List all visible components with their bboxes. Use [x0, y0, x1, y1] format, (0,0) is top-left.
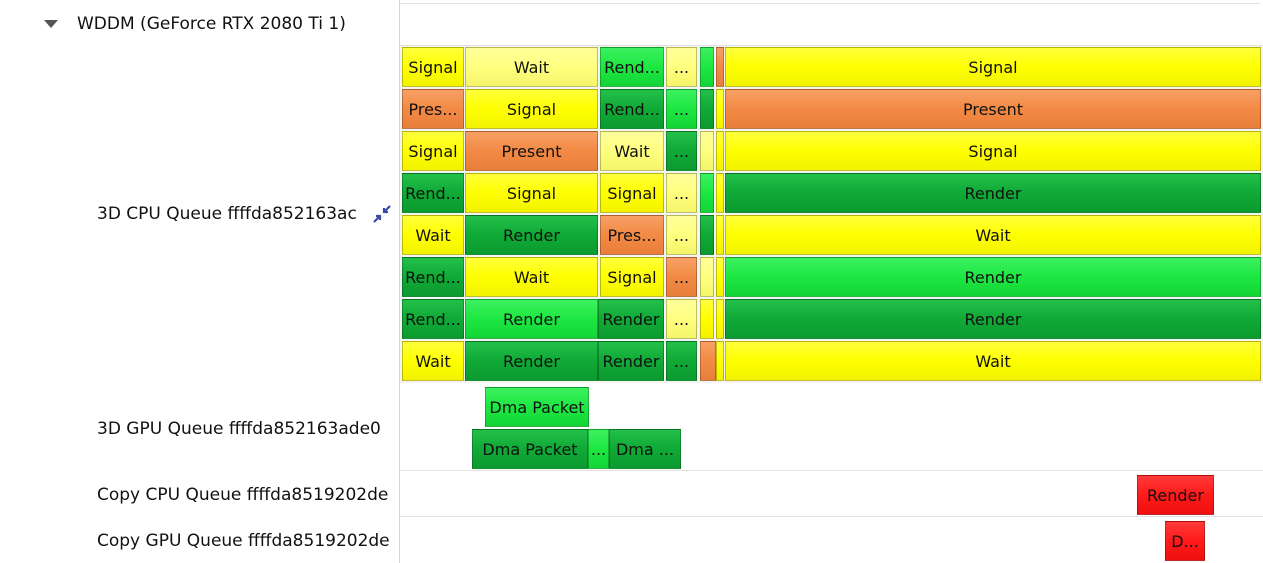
event-block[interactable]: Render	[465, 299, 598, 339]
separator	[400, 3, 1260, 4]
group-label: WDDM (GeForce RTX 2080 Ti 1)	[77, 14, 346, 34]
event-block[interactable]: Wait	[725, 341, 1261, 381]
queue-label: 3D CPU Queue ffffda852163ac	[97, 204, 357, 224]
event-block[interactable]: Rend...	[402, 173, 464, 213]
event-sliver	[700, 341, 716, 381]
event-block[interactable]: Render	[598, 341, 664, 381]
event-block[interactable]: Signal	[600, 173, 664, 213]
event-block[interactable]: Wait	[725, 215, 1261, 255]
event-block[interactable]: ...	[666, 257, 697, 297]
event-sliver	[700, 173, 714, 213]
event-block[interactable]: Render	[725, 173, 1261, 213]
event-block[interactable]: Dma Packet	[472, 429, 588, 469]
event-block[interactable]: Present	[465, 131, 598, 171]
event-block[interactable]: Signal	[725, 47, 1261, 87]
event-block[interactable]: Present	[725, 89, 1261, 129]
tree-panel: WDDM (GeForce RTX 2080 Ti 1) 3D CPU Queu…	[0, 0, 400, 563]
event-sliver	[716, 215, 724, 255]
event-sliver	[716, 173, 724, 213]
event-block[interactable]: ...	[666, 215, 697, 255]
event-sliver	[700, 215, 714, 255]
event-block[interactable]: Signal	[600, 257, 664, 297]
event-block[interactable]: ...	[666, 89, 697, 129]
event-block[interactable]: Pres...	[402, 89, 464, 129]
event-sliver	[716, 89, 724, 129]
queue-label: Copy CPU Queue ffffda8519202de	[97, 485, 389, 505]
separator	[400, 516, 1263, 517]
event-block[interactable]: ...	[666, 299, 697, 339]
event-block[interactable]: ...	[666, 173, 697, 213]
event-block[interactable]: Rend...	[402, 257, 464, 297]
event-block[interactable]: Dma ...	[609, 429, 681, 469]
event-block[interactable]: Signal	[465, 173, 598, 213]
event-block[interactable]: Wait	[402, 341, 464, 381]
event-block[interactable]: Rend...	[402, 299, 464, 339]
event-block[interactable]: Render	[1137, 475, 1214, 515]
event-block[interactable]: ...	[666, 131, 697, 171]
queue-label: 3D GPU Queue ffffda852163ade0	[97, 419, 381, 439]
separator	[400, 45, 1263, 46]
queue-label: Copy GPU Queue ffffda8519202de	[97, 531, 390, 551]
event-sliver	[700, 299, 714, 339]
event-block[interactable]: Wait	[600, 131, 664, 171]
event-block[interactable]: ...	[666, 341, 697, 381]
event-block[interactable]: D...	[1165, 521, 1205, 561]
event-block[interactable]: Render	[725, 299, 1261, 339]
event-block[interactable]: Dma Packet	[485, 387, 589, 427]
event-block[interactable]: Rend...	[600, 89, 664, 129]
event-block[interactable]: Render	[465, 215, 598, 255]
event-sliver	[716, 131, 724, 171]
collapse-icon[interactable]	[370, 202, 394, 226]
event-block[interactable]: Pres...	[600, 215, 664, 255]
event-sliver	[716, 257, 724, 297]
event-block[interactable]: Render	[465, 341, 598, 381]
event-block[interactable]: ...	[588, 429, 609, 469]
collapse-arrow[interactable]	[44, 20, 58, 28]
event-block[interactable]: Signal	[725, 131, 1261, 171]
event-sliver	[700, 47, 714, 87]
event-sliver	[716, 299, 724, 339]
event-block[interactable]: Rend...	[600, 47, 664, 87]
event-block[interactable]: Wait	[402, 215, 464, 255]
event-sliver	[700, 131, 714, 171]
event-block[interactable]: Signal	[402, 47, 464, 87]
event-block[interactable]: Wait	[465, 257, 598, 297]
event-block[interactable]: Wait	[465, 47, 598, 87]
event-sliver	[716, 47, 724, 87]
event-block[interactable]: Render	[598, 299, 664, 339]
event-block[interactable]: ...	[666, 47, 697, 87]
separator	[400, 470, 1263, 471]
event-sliver	[700, 257, 714, 297]
event-sliver	[700, 89, 714, 129]
event-sliver	[716, 341, 724, 381]
event-block[interactable]: Signal	[402, 131, 464, 171]
event-block[interactable]: Render	[725, 257, 1261, 297]
event-block[interactable]: Signal	[465, 89, 598, 129]
